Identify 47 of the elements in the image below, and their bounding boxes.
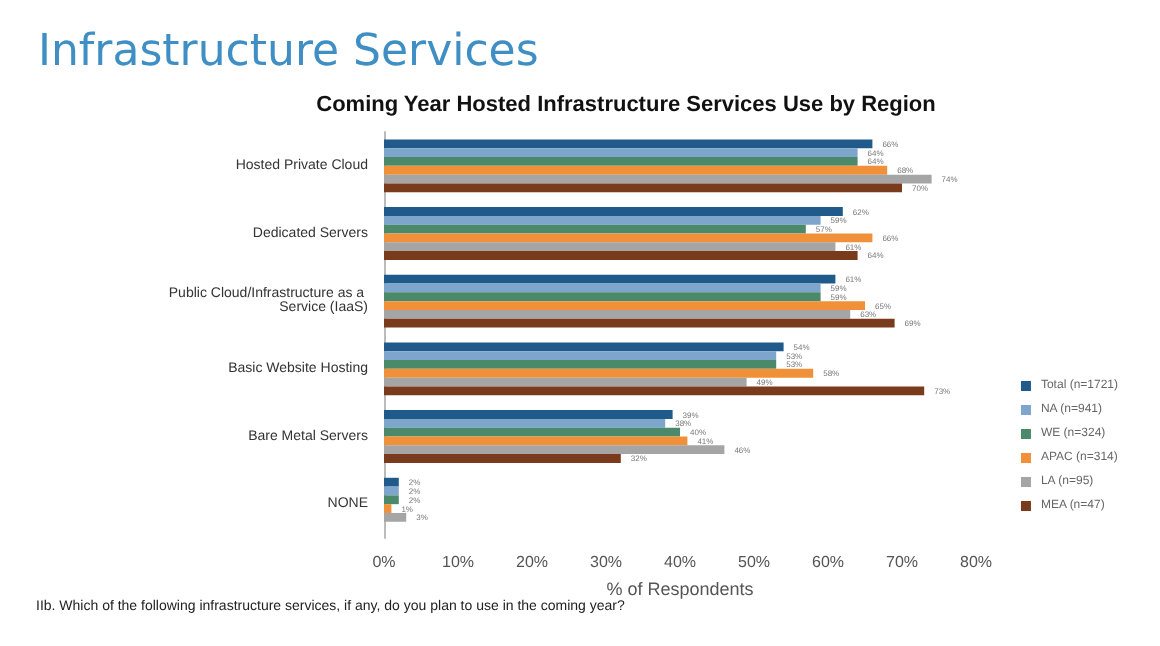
bar (384, 242, 836, 252)
bar (384, 436, 688, 446)
bar (384, 165, 888, 175)
bar (384, 274, 836, 284)
bar (384, 207, 843, 216)
bar (384, 351, 777, 361)
bar (384, 318, 895, 328)
bar (384, 486, 399, 496)
x-tick-label: 10% (441, 553, 475, 571)
x-tick-label: 80% (959, 553, 993, 571)
bar (384, 309, 851, 319)
bar (384, 504, 392, 513)
bar (384, 224, 806, 234)
bar (384, 377, 747, 387)
bar (384, 368, 814, 378)
bar (384, 410, 673, 419)
bar (384, 148, 858, 158)
bar (384, 301, 865, 310)
bar (384, 183, 902, 193)
bar (384, 233, 873, 243)
bar (384, 157, 858, 166)
bar (384, 512, 407, 522)
chart-title: Infrastructure Services (38, 27, 539, 77)
bar (384, 139, 873, 149)
x-tick-label: 70% (885, 553, 919, 571)
x-tick-label: 60% (811, 553, 845, 571)
bar (384, 360, 777, 369)
x-tick-label: 50% (737, 553, 771, 571)
bar (384, 283, 821, 293)
x-tick-label: 0% (372, 553, 396, 571)
x-axis-title: % of Respondents (606, 578, 755, 599)
bar (384, 386, 925, 396)
bar (384, 342, 784, 352)
x-tick-label: 40% (663, 553, 697, 571)
bar (384, 174, 932, 184)
bar (384, 215, 821, 225)
x-tick-label: 30% (589, 553, 623, 571)
chart-subtitle: Coming Year Hosted Infrastructure Services Use by Region (316, 93, 937, 117)
bar (384, 477, 399, 487)
bar (384, 445, 725, 455)
bar (384, 495, 399, 505)
bar (384, 251, 858, 260)
bar (384, 427, 680, 437)
bar (384, 418, 666, 428)
x-tick-label: 20% (515, 553, 549, 571)
bar (384, 454, 621, 463)
bar (384, 292, 821, 302)
